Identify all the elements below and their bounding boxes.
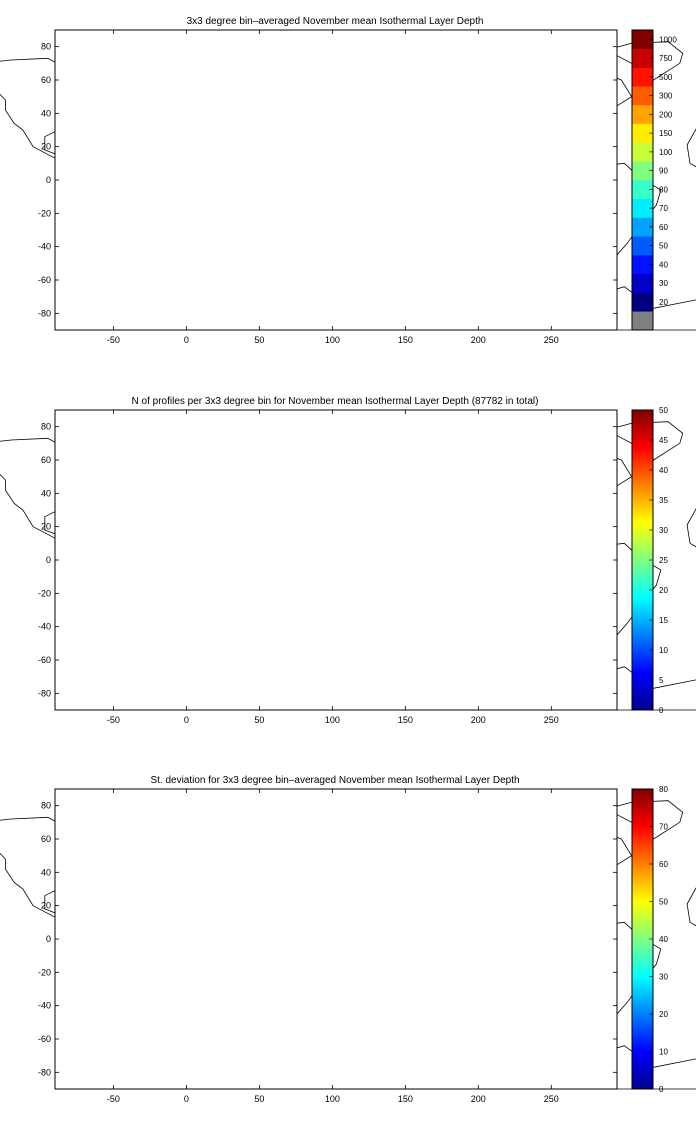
y-tick-label: -40 — [38, 242, 51, 252]
colorbar-cells — [632, 30, 653, 330]
panel-title: 3x3 degree bin–averaged November mean Is… — [187, 16, 484, 27]
colorbar-label: 750 — [659, 54, 673, 63]
y-tick-label: 40 — [41, 108, 51, 118]
colorbar-label: 30 — [659, 279, 668, 288]
colorbar-label: 1000 — [659, 35, 677, 44]
colorbar-label: 40 — [659, 260, 668, 269]
plot-frame — [55, 30, 617, 330]
colorbar-label: 20 — [659, 298, 668, 307]
colorbar-label: 80 — [659, 185, 668, 194]
x-tick-label: 100 — [325, 335, 340, 345]
colorbar-label: 50 — [659, 242, 668, 251]
colorbar-label: 60 — [659, 223, 668, 232]
y-tick-label: -60 — [38, 275, 51, 285]
colorbar-label: 300 — [659, 92, 673, 101]
colorbar-cell — [632, 311, 653, 330]
y-tick-label: 0 — [46, 175, 51, 185]
colorbar-label: 90 — [659, 167, 668, 176]
y-tick-label: 20 — [41, 142, 51, 152]
coastline — [687, 118, 696, 238]
panel-title: N of profiles per 3x3 degree bin for Nov… — [132, 396, 539, 407]
colorbar-label: 500 — [659, 73, 673, 82]
y-tick-label: -80 — [38, 308, 51, 318]
x-tick-label: 200 — [471, 335, 486, 345]
colorbar-label: 100 — [659, 148, 673, 157]
x-tick-label: 150 — [398, 335, 413, 345]
colorbar-label: 200 — [659, 110, 673, 119]
panel-mean: 3x3 degree bin–averaged November mean Is… — [0, 16, 696, 345]
colorbar-label: 150 — [659, 129, 673, 138]
x-tick-label: 0 — [184, 335, 189, 345]
x-tick-label: -50 — [107, 335, 120, 345]
y-tick-label: 80 — [41, 42, 51, 52]
panel-count: N of profiles per 3x3 degree bin for Nov… — [0, 396, 696, 725]
y-tick-label: 60 — [41, 75, 51, 85]
x-tick-label: 50 — [254, 335, 264, 345]
x-tick-label: 250 — [544, 335, 559, 345]
colorbar-label: 70 — [659, 204, 668, 213]
y-tick-label: -20 — [38, 208, 51, 218]
